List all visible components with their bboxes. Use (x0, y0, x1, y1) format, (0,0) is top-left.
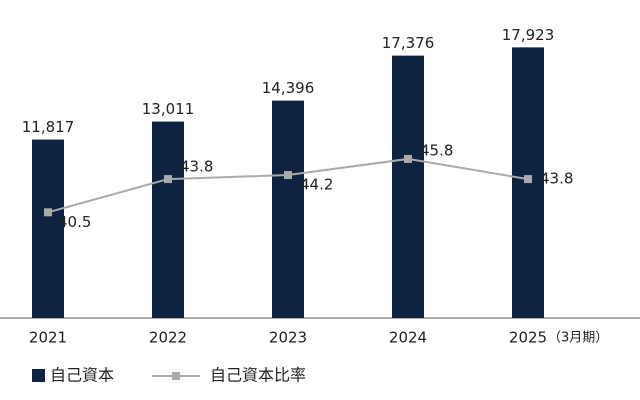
line-marker (44, 208, 52, 217)
bar-value-label: 14,396 (262, 79, 315, 97)
bar-value-label: 17,923 (502, 26, 555, 44)
bar (272, 100, 304, 319)
legend-label: 自己資本比率 (210, 366, 306, 385)
line-value-label: 43.8 (540, 170, 573, 188)
legend-label: 自己資本 (50, 366, 114, 385)
bar-value-label: 13,011 (142, 100, 195, 118)
line-value-label: 45.8 (420, 141, 453, 159)
bar (152, 121, 184, 318)
legend-marker (172, 372, 180, 380)
bar (392, 55, 424, 318)
x-tick-label: 2024 (389, 329, 427, 347)
x-tick-label: 2022 (149, 329, 187, 347)
x-tick-label: 2023 (269, 329, 307, 347)
line-marker (164, 175, 172, 184)
bar-value-label: 17,376 (382, 34, 435, 52)
line-marker (284, 171, 292, 180)
line-value-label: 44.2 (300, 176, 333, 194)
line-marker (404, 154, 412, 163)
line-value-label: 43.8 (180, 158, 213, 176)
bar-value-label: 11,817 (22, 118, 75, 136)
line-value-label: 40.5 (58, 213, 91, 231)
x-label-note: （3月期） (548, 331, 608, 346)
x-tick-label: 2021 (29, 329, 67, 347)
line-marker (524, 175, 532, 184)
x-tick-label: 2025 (509, 329, 547, 347)
legend-swatch (32, 369, 45, 382)
bar (32, 139, 64, 318)
